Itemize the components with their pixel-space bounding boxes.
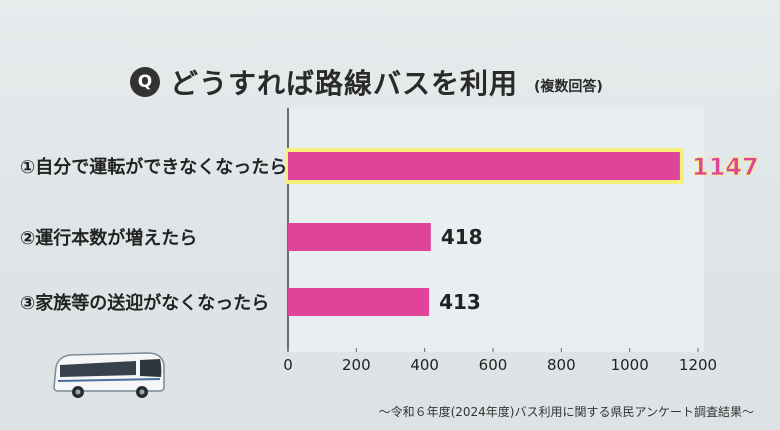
x-tick-label: 600: [479, 356, 508, 374]
bus-icon: [53, 352, 165, 398]
chart-title: どうすれば路線バスを利用: [170, 67, 519, 100]
bar: [288, 152, 680, 180]
source-footnote: 〜令和６年度(2024年度)バス利用に関する県民アンケート調査結果〜: [378, 405, 754, 419]
category-label: ③家族等の送迎がなくなったら: [20, 292, 269, 314]
x-tick-label: 200: [342, 356, 371, 374]
bar: [288, 288, 430, 316]
x-tick-label: 800: [547, 356, 576, 374]
category-label: ②運行本数が増えたら: [20, 227, 197, 249]
value-label: 1147: [692, 153, 759, 181]
x-tick-label: 1200: [679, 356, 717, 374]
x-tick-label: 1000: [611, 356, 649, 374]
question-badge: Q: [130, 67, 160, 97]
value-label: 413: [439, 290, 481, 314]
x-tick-label: 0: [283, 356, 293, 374]
value-label: 418: [441, 225, 483, 249]
chart-subtitle: (複数回答): [534, 79, 603, 95]
chart-title-row: Q どうすれば路線バスを利用 (複数回答): [130, 62, 603, 102]
x-tick-label: 400: [410, 356, 439, 374]
bar: [288, 223, 431, 251]
category-label: ①自分で運転ができなくなったら: [20, 156, 287, 178]
